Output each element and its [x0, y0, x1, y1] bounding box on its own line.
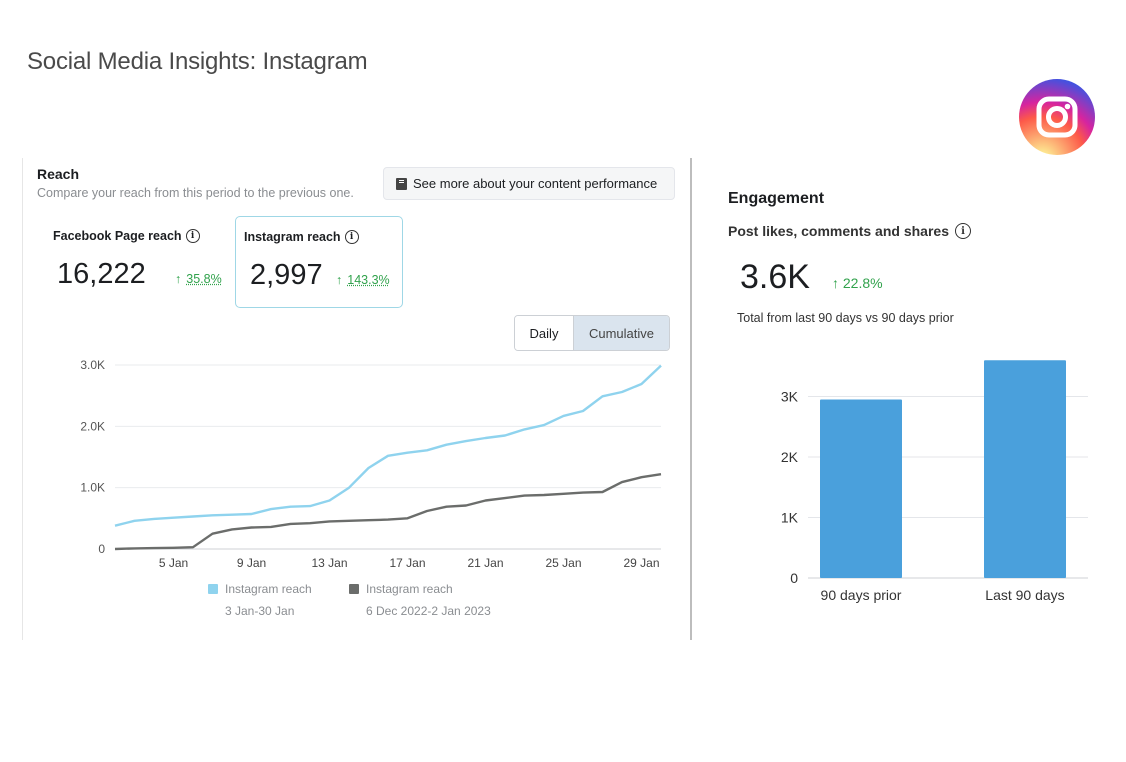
daily-toggle-button[interactable]: Daily: [515, 316, 574, 350]
engagement-title: Engagement: [728, 190, 825, 207]
bar: [984, 360, 1066, 578]
see-more-button[interactable]: See more about your content performance: [383, 167, 675, 200]
reach-title: Reach: [37, 166, 80, 182]
y-tick-label: 3.0K: [80, 358, 105, 372]
cumulative-toggle-button[interactable]: Cumulative: [574, 316, 669, 350]
engagement-change-value: 22.8%: [842, 275, 883, 291]
x-tick-label: 13 Jan: [311, 556, 347, 570]
instagram-reach-value: 2,997: [250, 259, 323, 291]
instagram-reach-change-value: 143.3%: [347, 273, 390, 287]
x-tick-label: 29 Jan: [623, 556, 659, 570]
y-tick-label: 2.0K: [80, 419, 105, 433]
y-tick-label: 0: [790, 570, 798, 586]
x-tick-label: 5 Jan: [159, 556, 188, 570]
engagement-subtitle: Post likes, comments and shares: [728, 223, 949, 239]
instagram-reach-change: ↑ 143.3%: [336, 273, 390, 287]
x-tick-label: 9 Jan: [237, 556, 266, 570]
facebook-reach-change-value: 35.8%: [186, 272, 222, 286]
legend-swatch: [349, 584, 359, 594]
legend-period: 6 Dec 2022-2 Jan 2023: [366, 604, 491, 618]
x-tick-label: 21 Jan: [467, 556, 503, 570]
engagement-bar-chart: 0 1K 2K 3K 90 days prior Last 90 days: [781, 360, 1088, 603]
x-tick-label: 17 Jan: [389, 556, 425, 570]
engagement-panel: Engagement Post likes, comments and shar…: [710, 175, 1110, 615]
y-tick-label: 2K: [781, 449, 799, 465]
engagement-change: ↑ 22.8%: [832, 275, 883, 291]
view-toggle: Daily Cumulative: [514, 315, 670, 351]
y-tick-label: 0: [98, 542, 105, 556]
info-icon[interactable]: i: [344, 230, 359, 244]
series-line: [114, 364, 662, 527]
page-title: Social Media Insights: Instagram: [27, 48, 368, 75]
reach-panel: Reach Compare your reach from this perio…: [22, 158, 681, 640]
facebook-reach-value: 16,222: [57, 258, 146, 290]
instagram-reach-label-row: Instagram reach i: [244, 230, 359, 244]
x-category-label: 90 days prior: [821, 587, 902, 603]
y-tick-label: 1K: [781, 510, 799, 526]
engagement-value: 3.6K: [740, 258, 810, 296]
facebook-reach-label-row: Facebook Page reach i: [53, 229, 200, 243]
y-tick-label: 3K: [781, 389, 799, 405]
instagram-reach-card[interactable]: Instagram reach i 2,997 ↑ 143.3%: [235, 216, 403, 308]
facebook-reach-change: ↑ 35.8%: [175, 272, 222, 286]
book-icon: [396, 177, 407, 190]
facebook-reach-card[interactable]: Facebook Page reach i 16,222 ↑ 35.8%: [37, 216, 237, 308]
reach-line-chart: 0 1.0K 2.0K 3.0K 5 Jan 9 Jan 13 Jan 17 Jan 21 Ja…: [80, 358, 662, 618]
y-tick-label: 1.0K: [80, 481, 105, 495]
arrow-up-icon: ↑: [832, 275, 839, 291]
x-category-label: Last 90 days: [985, 587, 1064, 603]
arrow-up-icon: ↑: [336, 273, 343, 287]
legend-label[interactable]: Instagram reach: [225, 582, 312, 596]
facebook-reach-label: Facebook Page reach: [53, 229, 182, 243]
series-line: [114, 473, 662, 551]
panel-divider: [690, 158, 692, 640]
engagement-subtitle-row: Post likes, comments and shares i: [728, 223, 971, 239]
info-icon[interactable]: i: [954, 223, 971, 239]
arrow-up-icon: ↑: [175, 272, 182, 286]
legend-swatch: [208, 584, 218, 594]
instagram-logo-icon: [1019, 79, 1095, 155]
instagram-reach-label: Instagram reach: [244, 230, 341, 244]
reach-subtitle: Compare your reach from this period to t…: [37, 186, 354, 200]
legend-period: 3 Jan-30 Jan: [225, 604, 294, 618]
engagement-note: Total from last 90 days vs 90 days prior: [737, 311, 954, 325]
bar: [820, 399, 902, 578]
see-more-label: See more about your content performance: [413, 176, 658, 191]
info-icon[interactable]: i: [185, 229, 200, 243]
legend-label[interactable]: Instagram reach: [366, 582, 453, 596]
x-tick-label: 25 Jan: [545, 556, 581, 570]
